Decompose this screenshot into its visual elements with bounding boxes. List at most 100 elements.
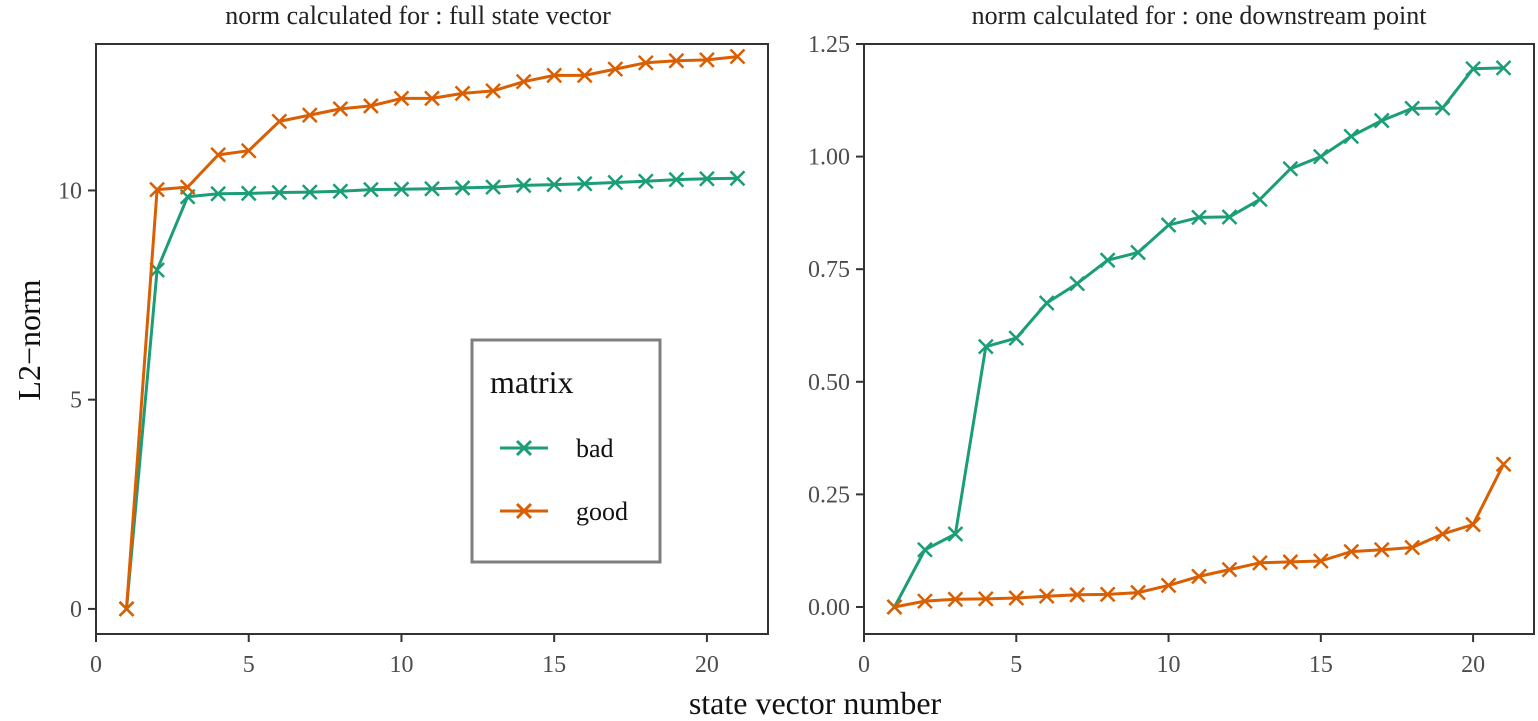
data-point-bad	[1221, 209, 1238, 225]
data-point-bad	[515, 177, 532, 194]
data-point-good	[1191, 568, 1207, 585]
panel-one-downstream-point: norm calculated for : one downstream poi…	[808, 1, 1535, 678]
data-point-bad	[637, 173, 654, 190]
data-point-good	[1312, 553, 1329, 569]
data-point-bad	[1312, 148, 1329, 165]
data-point-bad	[1434, 100, 1451, 116]
data-point-good	[1343, 543, 1360, 560]
data-point-good	[1252, 554, 1268, 571]
y-tick-label: 0	[70, 597, 82, 623]
y-tick-label: 1.25	[808, 32, 850, 58]
legend-box	[470, 338, 662, 564]
data-point-bad	[393, 181, 410, 198]
data-point-bad	[1373, 112, 1390, 129]
legend-label-bad: bad	[576, 434, 614, 463]
y-tick-label: 0.50	[808, 370, 850, 396]
data-point-bad	[1130, 244, 1146, 261]
plot-border-right	[863, 43, 1535, 635]
legend-marker-good	[515, 502, 533, 520]
x-tick-label: 5	[1010, 652, 1022, 678]
data-point-good	[729, 48, 746, 65]
x-axis-ticks-left: 0 5 10 15 20	[90, 634, 719, 678]
data-point-good	[1434, 526, 1451, 542]
data-point-bad	[1008, 330, 1025, 346]
data-point-bad	[454, 180, 471, 196]
data-point-bad	[1282, 160, 1299, 177]
legend: matrix bad good	[470, 338, 662, 564]
data-point-good	[301, 107, 318, 124]
data-point-bad	[576, 175, 593, 192]
data-point-good	[393, 90, 410, 107]
y-tick-label: 0.25	[808, 482, 850, 508]
data-point-good	[271, 113, 288, 130]
x-tick-label: 0	[858, 652, 870, 678]
data-point-bad	[1252, 191, 1268, 208]
data-point-bad	[424, 180, 440, 197]
data-point-good	[917, 593, 933, 610]
data-point-bad	[485, 179, 501, 195]
y-axis-ticks-right: 0.00 0.25 0.50 0.75 1.00 1.25	[808, 32, 864, 621]
x-tick-label: 5	[243, 652, 255, 678]
y-tick-label: 0.75	[808, 257, 850, 283]
data-point-good	[1160, 577, 1177, 594]
panel-full-state-vector: norm calculated for : full state vector …	[58, 1, 769, 678]
data-point-good	[1282, 554, 1299, 570]
data-point-good	[576, 67, 593, 84]
data-point-good	[240, 142, 257, 159]
panel-title-full-state-vector: norm calculated for : full state vector	[225, 1, 611, 30]
data-point-good	[1099, 586, 1116, 603]
y-tick-label: 1.00	[808, 145, 850, 171]
data-point-bad	[977, 338, 994, 355]
legend-title: matrix	[490, 364, 574, 400]
data-point-good	[699, 52, 715, 68]
data-point-good	[1465, 516, 1481, 533]
plot-border-left	[95, 43, 769, 635]
x-tick-label: 20	[695, 652, 719, 678]
x-tick-label: 10	[389, 652, 413, 678]
data-point-good	[668, 52, 685, 69]
data-point-good	[886, 599, 903, 615]
data-point-good	[1404, 539, 1421, 556]
legend-label-good: good	[576, 497, 628, 526]
x-tick-label: 15	[542, 652, 566, 678]
data-point-bad	[210, 185, 227, 202]
data-point-good	[149, 181, 165, 198]
y-tick-label: 0.00	[808, 595, 850, 621]
data-point-good	[546, 67, 563, 84]
data-point-bad	[699, 170, 715, 187]
series-group-right	[886, 59, 1512, 615]
series-group-left	[118, 48, 746, 617]
legend-entry-bad: bad	[500, 434, 614, 463]
data-point-good	[363, 98, 379, 114]
data-point-good	[977, 590, 994, 607]
data-point-good	[1221, 561, 1238, 578]
data-point-good	[607, 61, 624, 77]
data-point-bad	[668, 171, 685, 188]
series-line-good	[894, 463, 1505, 609]
y-axis-title: L2−norm	[11, 279, 47, 400]
legend-entry-good: good	[500, 497, 628, 526]
data-point-good	[210, 147, 227, 163]
x-axis-title: state vector number	[689, 685, 942, 721]
data-point-good	[1069, 586, 1086, 603]
x-axis-ticks-right: 0 5 10 15 20	[858, 634, 1485, 678]
data-point-bad	[1191, 209, 1207, 226]
data-point-good	[454, 85, 471, 102]
data-point-good	[1130, 584, 1146, 601]
data-point-bad	[240, 185, 257, 202]
data-point-bad	[917, 541, 933, 558]
data-point-bad	[1099, 252, 1116, 269]
data-point-good	[179, 179, 196, 195]
data-point-good	[118, 601, 135, 617]
data-point-bad	[546, 176, 563, 193]
data-point-bad	[607, 174, 624, 191]
data-point-bad	[1495, 59, 1512, 76]
data-point-good	[1373, 541, 1390, 558]
data-point-bad	[1038, 295, 1055, 311]
data-point-bad	[301, 184, 318, 201]
x-tick-label: 10	[1157, 652, 1181, 678]
series-line-bad	[893, 66, 1504, 608]
data-point-bad	[729, 170, 746, 187]
data-point-bad	[271, 184, 288, 201]
